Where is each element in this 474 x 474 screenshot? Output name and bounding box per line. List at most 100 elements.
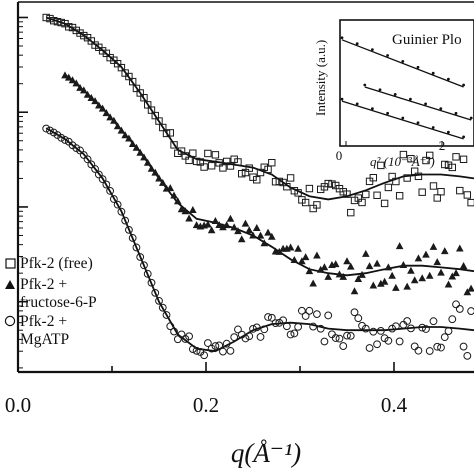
data-point-free bbox=[343, 190, 351, 198]
data-point-free bbox=[211, 151, 220, 159]
data-point-mgatp bbox=[147, 278, 156, 287]
inset-point bbox=[462, 83, 465, 87]
data-point-mgatp bbox=[339, 342, 348, 350]
data-point-free bbox=[170, 141, 178, 149]
data-point-mgatp bbox=[282, 322, 291, 331]
data-point-fructose bbox=[377, 279, 385, 287]
data-point-mgatp bbox=[384, 336, 393, 345]
data-point-free bbox=[429, 182, 438, 190]
data-point-free bbox=[328, 180, 336, 188]
data-point-free bbox=[441, 160, 449, 169]
data-point-mgatp bbox=[437, 343, 445, 352]
data-point-fructose bbox=[155, 174, 163, 182]
inset-point bbox=[363, 83, 367, 87]
data-point-fructose bbox=[215, 220, 223, 228]
data-point-mgatp bbox=[46, 126, 54, 135]
data-point-mgatp bbox=[463, 351, 472, 360]
data-point-mgatp bbox=[452, 300, 460, 309]
data-point-free bbox=[418, 188, 426, 196]
inset-point bbox=[378, 88, 382, 92]
data-point-free bbox=[324, 179, 332, 188]
data-point-fructose bbox=[380, 277, 389, 285]
data-point-mgatp bbox=[57, 133, 66, 142]
inset-point bbox=[409, 97, 412, 101]
inset-point bbox=[439, 107, 443, 110]
data-point-mgatp bbox=[151, 288, 160, 297]
data-point-mgatp bbox=[203, 339, 212, 347]
data-point-free bbox=[50, 16, 58, 25]
inset-point bbox=[386, 111, 389, 115]
data-point-free bbox=[181, 152, 190, 160]
data-point-free bbox=[46, 14, 54, 23]
data-point-mgatp bbox=[226, 346, 235, 355]
data-point-fructose bbox=[286, 243, 295, 251]
data-point-mgatp bbox=[395, 337, 404, 346]
data-point-free bbox=[155, 117, 163, 125]
data-point-fructose bbox=[422, 250, 430, 258]
data-point-mgatp bbox=[422, 325, 430, 333]
data-point-mgatp bbox=[125, 225, 133, 234]
data-point-free bbox=[298, 196, 306, 204]
data-point-fructose bbox=[324, 272, 332, 280]
data-point-mgatp bbox=[320, 337, 329, 346]
data-point-fructose bbox=[230, 223, 238, 231]
data-point-fructose bbox=[128, 139, 137, 147]
data-point-free bbox=[301, 198, 310, 207]
data-point-mgatp bbox=[313, 310, 321, 319]
data-point-fructose bbox=[98, 104, 107, 112]
data-point-free bbox=[226, 162, 235, 170]
data-point-fructose bbox=[249, 231, 257, 239]
x-axis-label: q(Å⁻¹) bbox=[231, 438, 301, 468]
inset-point bbox=[371, 48, 374, 51]
data-point-mgatp bbox=[354, 314, 363, 323]
data-point-free bbox=[256, 168, 265, 177]
data-point-mgatp bbox=[188, 345, 197, 353]
inset-data bbox=[340, 36, 473, 146]
data-point-fructose bbox=[463, 288, 472, 296]
guinier-inset: Guinier Plo Intensity (a.u.) q² (10⁻³Å⁻²… bbox=[313, 19, 474, 169]
data-point-free bbox=[238, 170, 246, 178]
data-point-free bbox=[57, 18, 65, 27]
data-point-fructose bbox=[440, 247, 449, 255]
data-point-free bbox=[87, 37, 96, 45]
data-point-fructose bbox=[189, 205, 197, 213]
data-point-free bbox=[384, 183, 393, 192]
data-point-free bbox=[207, 162, 216, 170]
data-point-free bbox=[407, 154, 415, 163]
data-point-mgatp bbox=[94, 170, 103, 179]
inset-point bbox=[431, 71, 435, 75]
data-point-fructose bbox=[418, 274, 426, 282]
data-point-fructose bbox=[437, 268, 445, 276]
data-point-mgatp bbox=[403, 317, 412, 325]
data-point-fructose bbox=[245, 226, 254, 234]
data-point-mgatp bbox=[113, 200, 122, 209]
data-point-mgatp bbox=[230, 333, 239, 342]
data-point-free bbox=[72, 26, 80, 35]
data-point-free bbox=[219, 164, 227, 172]
data-point-free bbox=[354, 194, 362, 202]
data-point-mgatp bbox=[245, 332, 254, 341]
data-point-fructose bbox=[384, 263, 393, 271]
data-point-free bbox=[144, 101, 152, 109]
data-point-fructose bbox=[392, 283, 400, 291]
data-point-mgatp bbox=[117, 207, 126, 216]
data-point-free bbox=[456, 186, 464, 195]
data-point-fructose bbox=[174, 197, 182, 205]
legend-label-mgatp: Pfk-2 + MgATP bbox=[20, 313, 71, 348]
data-point-fructose bbox=[414, 254, 423, 262]
legend-label-mgatp-line2: MgATP bbox=[20, 331, 69, 348]
inset-point bbox=[416, 65, 420, 69]
x-tick-label-2: 0.4 bbox=[381, 393, 408, 417]
data-point-free bbox=[373, 191, 381, 199]
data-point-fructose bbox=[433, 258, 442, 266]
data-point-free bbox=[117, 63, 126, 72]
data-point-mgatp bbox=[433, 342, 442, 351]
data-point-free bbox=[437, 188, 445, 196]
data-point-mgatp bbox=[294, 322, 303, 331]
data-point-free bbox=[369, 174, 378, 182]
data-point-mgatp bbox=[241, 334, 250, 343]
data-point-fructose bbox=[181, 207, 190, 215]
data-point-free bbox=[200, 163, 208, 171]
data-point-free bbox=[305, 184, 314, 193]
data-point-mgatp bbox=[459, 342, 468, 351]
